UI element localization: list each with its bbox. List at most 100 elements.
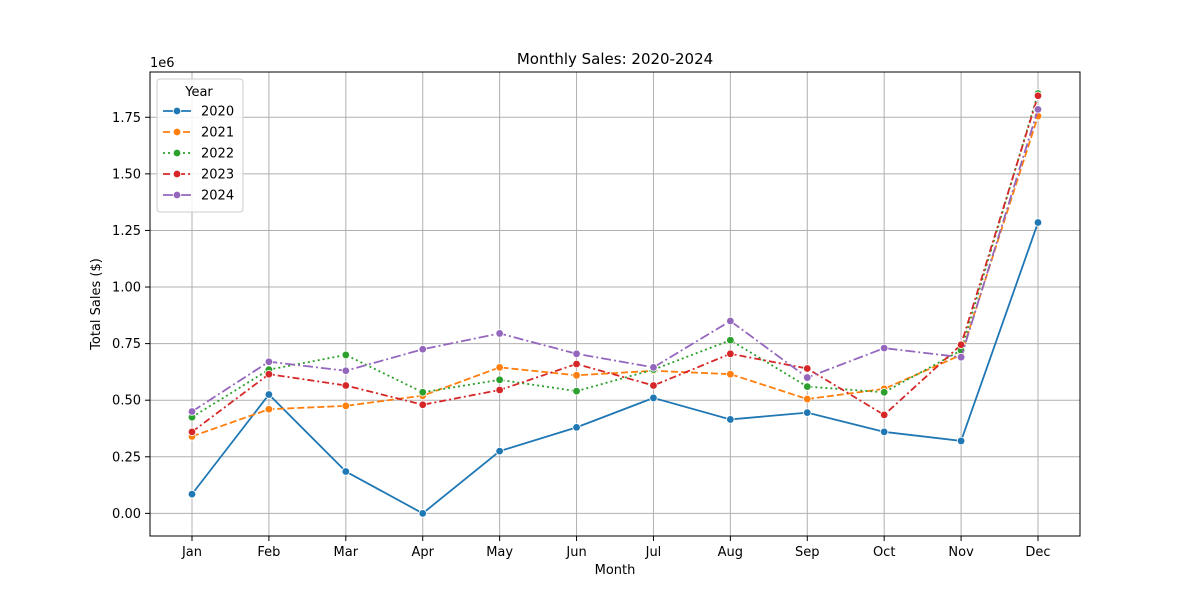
series-2022 <box>187 89 1043 422</box>
y-tick-label: 0.00 <box>112 507 141 522</box>
x-axis-title: Month <box>595 563 636 578</box>
series-line <box>191 109 1039 413</box>
data-point <box>572 371 581 380</box>
data-point <box>341 401 351 411</box>
x-tick-label: Jul <box>645 545 662 560</box>
data-point <box>341 467 351 476</box>
x-tick-label: Sep <box>795 545 820 560</box>
data-point <box>649 363 658 372</box>
x-tick-label: May <box>486 545 513 560</box>
data-point <box>726 415 735 424</box>
data-point <box>572 349 581 358</box>
data-point <box>341 350 351 360</box>
series-line <box>191 95 1039 433</box>
data-point <box>879 427 889 437</box>
data-point <box>956 352 966 362</box>
grid-lines <box>150 72 1080 536</box>
data-point <box>649 381 658 390</box>
data-point <box>341 381 351 390</box>
y-offset-label: 1e6 <box>150 56 175 71</box>
data-point <box>1033 91 1043 100</box>
legend-item: 2022 <box>163 147 234 162</box>
data-point <box>803 364 812 373</box>
series-2020 <box>187 218 1043 518</box>
y-tick-label: 0.75 <box>112 337 141 352</box>
legend-item: 2024 <box>163 189 234 204</box>
data-point <box>418 388 427 397</box>
series-layer <box>187 89 1043 518</box>
data-point <box>495 385 504 395</box>
data-point <box>264 405 274 414</box>
legend-swatch-marker <box>172 190 182 200</box>
data-point <box>803 382 812 391</box>
legend-title: Year <box>184 85 213 100</box>
plot-frame <box>149 71 1081 537</box>
data-point <box>572 359 581 369</box>
y-tick-label: 0.25 <box>112 450 141 465</box>
x-tick-label: Nov <box>948 545 974 560</box>
data-point <box>879 343 889 353</box>
legend-label: 2024 <box>201 189 234 204</box>
data-point <box>264 390 274 399</box>
data-point <box>572 423 581 432</box>
legend-swatch-marker <box>172 127 182 137</box>
y-tick-label: 1.75 <box>112 111 141 126</box>
data-point <box>803 373 812 382</box>
data-point <box>418 509 427 518</box>
data-point <box>495 446 504 456</box>
legend-label: 2021 <box>201 126 234 141</box>
data-point <box>726 336 735 345</box>
y-ticks: 0.00 0.25 0.50 0.75 1.00 1.25 1.50 1.75 <box>112 111 150 522</box>
series-2023 <box>187 91 1043 437</box>
data-point <box>803 408 812 417</box>
legend-label: 2022 <box>201 147 234 162</box>
legend-swatch-marker <box>172 169 182 179</box>
data-point <box>495 363 504 372</box>
data-point <box>495 375 504 385</box>
x-tick-label: Feb <box>257 545 280 560</box>
x-tick-label: Jun <box>565 545 586 560</box>
data-point <box>879 410 889 420</box>
data-point <box>418 400 427 409</box>
series-2024 <box>187 105 1043 416</box>
data-point <box>1033 105 1043 114</box>
data-point <box>495 329 504 338</box>
data-point <box>726 316 735 326</box>
legend-item: 2020 <box>163 105 234 120</box>
y-tick-label: 1.00 <box>112 281 141 296</box>
x-tick-label: Apr <box>411 545 434 560</box>
y-axis-title: Total Sales ($) <box>89 258 104 351</box>
y-tick-label: 1.50 <box>112 167 141 182</box>
data-point <box>956 340 966 349</box>
series-line <box>191 93 1039 418</box>
y-tick-label: 1.25 <box>112 224 141 239</box>
x-tick-label: Jan <box>181 545 202 560</box>
legend-swatch-marker <box>172 106 182 116</box>
data-point <box>341 366 351 375</box>
data-point <box>187 407 197 416</box>
legend-label: 2023 <box>201 168 234 183</box>
x-tick-label: Aug <box>718 545 743 560</box>
x-tick-label: Oct <box>873 545 895 560</box>
legend-label: 2020 <box>201 105 234 120</box>
legend-item: 2021 <box>163 126 234 141</box>
series-2021 <box>187 111 1043 441</box>
data-point <box>572 386 581 396</box>
data-point <box>803 394 812 404</box>
data-point <box>264 369 274 379</box>
data-point <box>264 357 274 366</box>
legend: Year 2020 2021 2022 2023 2024 <box>156 78 244 213</box>
data-point <box>418 345 427 354</box>
data-point <box>187 427 197 437</box>
data-point <box>649 393 658 403</box>
data-point <box>879 388 889 397</box>
y-tick-label: 0.50 <box>112 394 141 409</box>
data-point <box>726 349 735 358</box>
legend-swatch-marker <box>172 148 182 158</box>
legend-item: 2023 <box>163 168 234 183</box>
x-tick-label: Dec <box>1025 545 1050 560</box>
data-point <box>956 436 966 446</box>
chart-title: Monthly Sales: 2020-2024 <box>517 50 713 68</box>
x-tick-label: Mar <box>334 545 359 560</box>
